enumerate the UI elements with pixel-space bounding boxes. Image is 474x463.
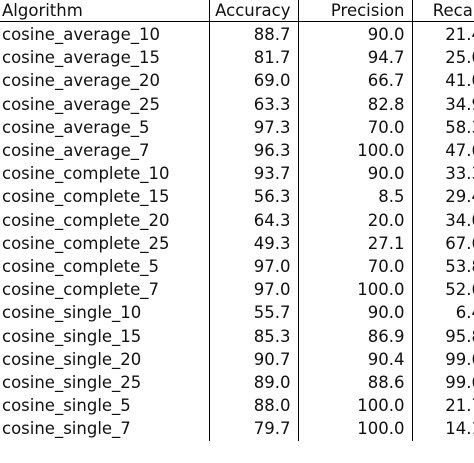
precision-cell: 88.6: [298, 371, 413, 395]
precision-cell: 27.1: [298, 231, 413, 256]
recall-cell: 6.4: [455, 303, 474, 323]
algorithm-cell: cosine_average_15: [0, 46, 210, 70]
precision-cell: 100.0: [298, 278, 413, 302]
recall-cell: 21.4: [445, 25, 474, 44]
accuracy-cell: 97.0: [209, 255, 299, 279]
recall-cell: 34.0: [445, 210, 474, 230]
precision-cell: 100.0: [298, 139, 413, 163]
precision-cell: 90.4: [298, 347, 413, 372]
accuracy-cell: 85.3: [209, 324, 299, 348]
accuracy-cell: 96.3: [209, 139, 299, 163]
accuracy-cell: 88.7: [209, 21, 299, 47]
recall-cell: 99.6: [445, 373, 474, 393]
recall-cell: 29.4: [445, 187, 474, 207]
accuracy-cell: 81.7: [209, 46, 299, 70]
table-header: Algorithm Accuracy Precision Recall: [0, 0, 474, 22]
recall-cell: 47.6: [445, 141, 474, 161]
precision-cell: 8.5: [298, 185, 413, 209]
precision-cell: 70.0: [298, 255, 413, 279]
accuracy-cell: 93.7: [209, 162, 299, 186]
algorithm-cell: cosine_single_10: [0, 301, 210, 325]
column-header-accuracy: Accuracy: [209, 0, 299, 22]
accuracy-cell: 55.7: [209, 301, 299, 325]
table-row: cosine_average_597.370.0 58.3: [0, 115, 474, 140]
precision-cell: 82.8: [298, 92, 413, 116]
column-header-algorithm: Algorithm: [0, 0, 210, 22]
accuracy-cell: 97.0: [209, 278, 299, 302]
recall-cell: 67.6: [445, 233, 474, 253]
precision-cell: 100.0: [298, 394, 413, 418]
algorithm-cell: cosine_average_5: [0, 115, 210, 140]
accuracy-cell: 49.3: [209, 231, 299, 256]
recall-cell: 99.6: [445, 349, 474, 369]
algorithm-cell: cosine_complete_15: [0, 185, 210, 209]
precision-cell: 90.0: [298, 301, 413, 325]
table-body: cosine_average_1088.790.021.4cosine_aver…: [0, 21, 474, 441]
accuracy-cell: 64.3: [209, 208, 299, 232]
algorithm-cell: cosine_complete_20: [0, 208, 210, 232]
algorithm-cell: cosine_average_10: [0, 21, 210, 47]
accuracy-cell: 56.3: [209, 185, 299, 209]
table-row: cosine_complete_597.070.0 53.8: [0, 255, 474, 279]
precision-cell: 20.0: [298, 208, 413, 232]
accuracy-cell: 63.3: [209, 92, 299, 116]
algorithm-cell: cosine_single_20: [0, 347, 210, 372]
column-header-recall: Recall: [412, 0, 474, 22]
recall-cell: 95.8: [445, 326, 474, 346]
header-row: Algorithm Accuracy Precision Recall: [0, 0, 474, 22]
algorithm-cell: cosine_complete_5: [0, 255, 210, 279]
algorithm-cell: cosine_complete_7: [0, 278, 210, 302]
accuracy-cell: 79.7: [209, 417, 299, 441]
recall-cell: 25.0: [445, 48, 474, 68]
precision-cell: 70.0: [298, 115, 413, 140]
precision-cell: 94.7: [298, 46, 413, 70]
precision-cell: 90.0: [298, 162, 413, 186]
algorithm-cell: cosine_complete_10: [0, 162, 210, 186]
recall-cell: 53.8: [445, 257, 474, 277]
algorithm-cell: cosine_average_7: [0, 139, 210, 163]
accuracy-cell: 97.3: [209, 115, 299, 140]
algorithm-cell: cosine_complete_25: [0, 231, 210, 256]
recall-cell: 52.6: [445, 280, 474, 300]
recall-cell: 21.7: [445, 396, 474, 416]
column-header-precision: Precision: [298, 0, 413, 22]
accuracy-cell: 69.0: [209, 69, 299, 93]
accuracy-cell: 89.0: [209, 371, 299, 395]
algorithm-cell: cosine_single_25: [0, 371, 210, 395]
recall-cell: 14.1: [445, 419, 474, 439]
precision-cell: 66.7: [298, 69, 413, 93]
recall-cell: 33.3: [445, 164, 474, 184]
precision-cell: 100.0: [298, 417, 413, 441]
recall-cell: 41.0: [445, 71, 474, 91]
recall-cell: 34.9: [445, 94, 474, 114]
algorithm-cell: cosine_single_5: [0, 394, 210, 418]
algorithm-cell: cosine_single_15: [0, 324, 210, 348]
accuracy-cell: 88.0: [209, 394, 299, 418]
recall-cell: 58.3: [445, 117, 474, 137]
algorithm-cell: cosine_average_25: [0, 92, 210, 116]
precision-cell: 86.9: [298, 324, 413, 348]
algorithm-cell: cosine_single_7: [0, 417, 210, 441]
precision-cell: 90.0: [298, 21, 413, 47]
results-table: Algorithm Accuracy Precision Recall cosi…: [0, 0, 474, 441]
accuracy-cell: 90.7: [209, 347, 299, 372]
algorithm-cell: cosine_average_20: [0, 69, 210, 93]
